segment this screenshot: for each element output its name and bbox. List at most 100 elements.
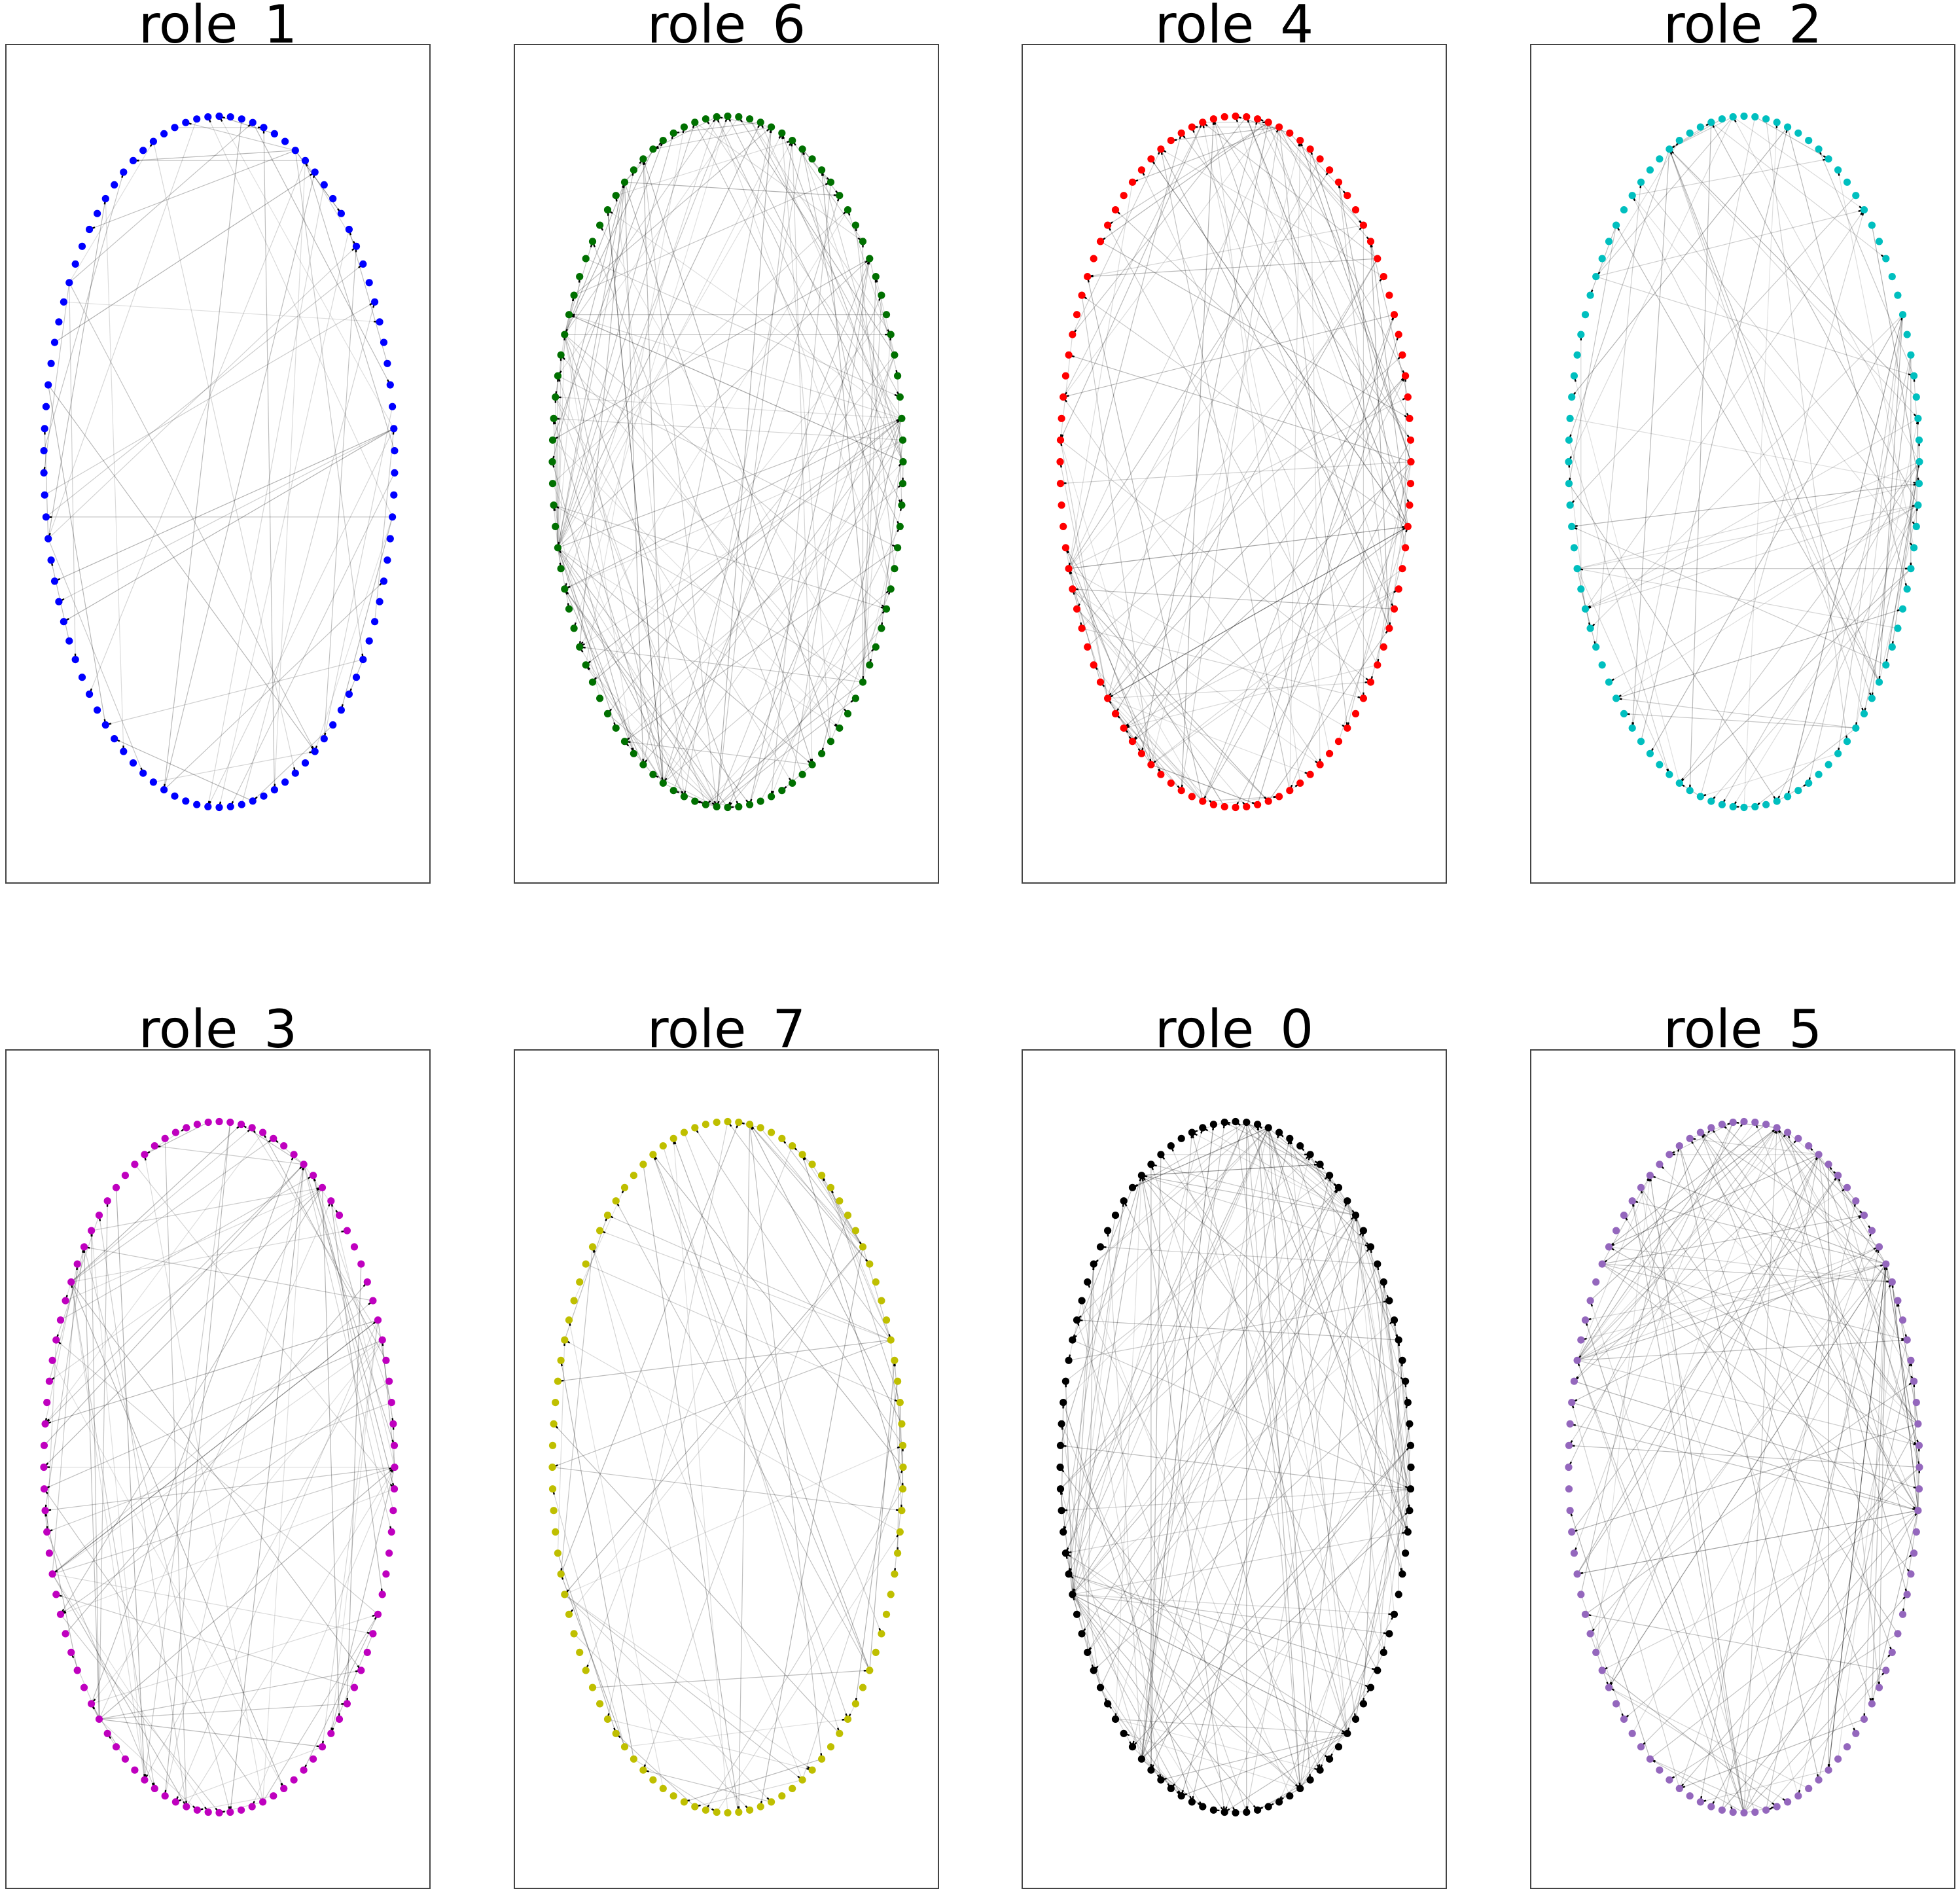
graph-edge (1141, 1175, 1371, 1248)
graph-node (1751, 1808, 1759, 1816)
graph-node (899, 1485, 907, 1493)
graph-edge (69, 122, 253, 283)
graph-edge (1601, 1510, 1919, 1671)
node-group (40, 1117, 399, 1817)
graph-edge (1601, 1670, 1777, 1807)
graph-edge (554, 418, 903, 441)
graph-edge (1072, 588, 1269, 802)
graph-edge (1568, 225, 1617, 484)
graph-edge (1068, 568, 1162, 775)
graph-node (1628, 1197, 1636, 1205)
graph-edge (48, 538, 144, 774)
graph-edge (1150, 158, 1408, 527)
graph-node (1718, 801, 1726, 808)
graph-node (798, 145, 806, 153)
graph-edge (1574, 1380, 1919, 1490)
graph-node (1254, 1121, 1262, 1128)
graph-edge (43, 1187, 323, 1468)
graph-edge (294, 150, 364, 660)
graph-node (78, 242, 86, 250)
graph-edge (1659, 1164, 1919, 1424)
graph-edge (821, 1175, 891, 1341)
graph-edge (890, 1340, 902, 1511)
graph-node (1275, 1798, 1283, 1806)
graph-node (204, 1118, 212, 1127)
graph-node (1395, 1336, 1402, 1344)
graph-node (1794, 129, 1802, 137)
graph-node (1069, 585, 1077, 593)
graph-edge (1213, 118, 1301, 784)
graph-node (1096, 1243, 1105, 1251)
graph-node (1912, 1528, 1920, 1536)
graph-node (554, 1377, 561, 1385)
graph-node (724, 112, 732, 120)
graph-node (1380, 273, 1387, 281)
graph-node (1762, 1121, 1770, 1128)
graph-edge (716, 117, 891, 590)
graph-node (45, 535, 52, 543)
graph-edge (1268, 1127, 1311, 1780)
graph-node (40, 1485, 48, 1493)
graph-edge (144, 1154, 264, 1803)
graph-node (1568, 393, 1576, 401)
graph-node (1898, 311, 1907, 319)
graph-node (1592, 273, 1600, 281)
plot-frame (1530, 44, 1955, 884)
graph-edge (263, 127, 275, 790)
graph-edge (557, 182, 626, 548)
graph-edge (1700, 1132, 1880, 1248)
graph-edge (716, 127, 772, 807)
graph-edge (1602, 1263, 1893, 1283)
graph-node (389, 1420, 397, 1428)
graph-node (193, 1121, 201, 1128)
graph-edge (71, 1282, 145, 1780)
graph-node (131, 1766, 139, 1774)
graph-edge (1150, 1164, 1348, 1734)
graph-node (603, 1212, 612, 1219)
graph-node (374, 1316, 382, 1324)
graph-node (866, 1667, 874, 1674)
graph-edge (1150, 764, 1258, 805)
graph-node (80, 1684, 88, 1691)
graph-edge (1595, 140, 1680, 277)
graph-edge (1700, 1132, 1893, 1653)
graph-node (1914, 414, 1922, 422)
graph-node (899, 1441, 907, 1449)
node-group (40, 112, 399, 812)
graph-edge (1602, 1215, 1864, 1265)
graph-node (248, 1803, 256, 1811)
graph-edge (573, 126, 772, 296)
graph-edge (1584, 1320, 1745, 1813)
graph-edge (1072, 1200, 1124, 1595)
graph-node (1805, 137, 1813, 145)
graph-edge (673, 1138, 870, 1671)
graph-edge (1061, 1488, 1411, 1511)
graph-node (576, 1648, 584, 1656)
graph-node (369, 1630, 377, 1638)
graph-node (1613, 694, 1620, 702)
graph-edge (585, 1263, 900, 1403)
graph-edge (1107, 526, 1408, 699)
graph-edge (564, 588, 728, 808)
graph-node (1666, 145, 1673, 153)
graph-edge (1585, 418, 1919, 609)
graph-node (1605, 238, 1613, 245)
graph-node (844, 206, 852, 214)
graph-edge (1213, 118, 1412, 441)
graph-edge (1072, 1531, 1408, 1595)
graph-node (238, 1806, 245, 1814)
graph-edge (197, 1795, 274, 1811)
graph-edge (1580, 588, 1597, 647)
graph-edge (585, 258, 900, 398)
graph-node (301, 156, 310, 164)
graph-node (882, 311, 891, 319)
graph-edge (1081, 1300, 1321, 1771)
graph-node (357, 1260, 365, 1268)
graph-node (88, 1227, 96, 1235)
graph-edge (557, 547, 570, 609)
graph-edge (1577, 568, 1591, 629)
graph-node (385, 1549, 393, 1557)
graph-edge (624, 741, 813, 765)
graph-edge (1669, 149, 1872, 699)
graph-edge (1072, 149, 1162, 335)
